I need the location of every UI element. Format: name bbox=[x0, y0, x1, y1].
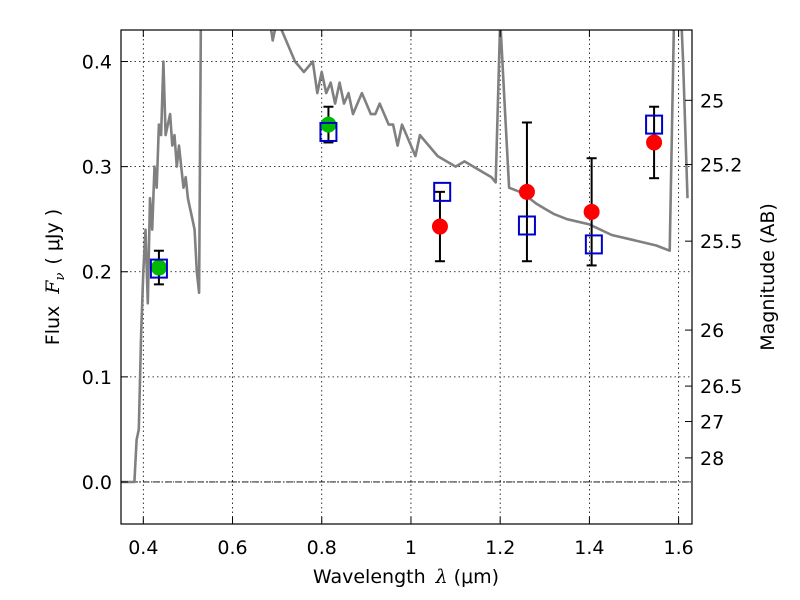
y-tick-label: 0.2 bbox=[82, 262, 112, 284]
data-point bbox=[646, 134, 663, 151]
data-point bbox=[583, 203, 600, 220]
y-tick-label: 0.1 bbox=[82, 367, 112, 389]
y2-tick-label: 25.5 bbox=[700, 231, 742, 253]
y2-tick-label: 26 bbox=[700, 320, 724, 342]
tick-layer: 0.4 0.6 0.8 1 1.2 1.4 1.6 0.0 0.1 0.2 0.3 0.4 25 25.2… bbox=[82, 30, 742, 559]
model-spectrum-line bbox=[121, 30, 689, 484]
data-point bbox=[150, 259, 167, 276]
y2-tick-label: 26.5 bbox=[700, 376, 742, 398]
y-tick-label: 0.4 bbox=[82, 52, 112, 74]
x-tick-label: 0.8 bbox=[307, 537, 337, 559]
y2-axis-label: Magnitude (AB) bbox=[757, 203, 779, 351]
data-point bbox=[320, 116, 337, 133]
x-tick-label: 1.4 bbox=[574, 537, 604, 559]
x-tick-label: 1 bbox=[405, 537, 417, 559]
model-point bbox=[584, 234, 603, 255]
data-layer bbox=[121, 30, 689, 484]
x-tick-label: 1.6 bbox=[664, 537, 694, 559]
plot-frame bbox=[120, 29, 693, 525]
model-point bbox=[149, 258, 168, 279]
model-point bbox=[319, 121, 338, 142]
model-point bbox=[645, 114, 664, 135]
y2-tick-label: 25.2 bbox=[700, 155, 742, 177]
y-tick-label: 0.3 bbox=[82, 157, 112, 179]
x-tick-label: 0.6 bbox=[217, 537, 247, 559]
model-point bbox=[433, 181, 452, 202]
data-point bbox=[518, 183, 535, 200]
x-axis-label: Wavelength λ (μm) bbox=[313, 566, 499, 588]
y2-tick-label: 27 bbox=[700, 412, 724, 434]
x-tick-label: 1.2 bbox=[485, 537, 515, 559]
x-tick-label: 0.4 bbox=[128, 537, 158, 559]
y2-tick-label: 28 bbox=[700, 448, 724, 470]
y2-tick-label: 25 bbox=[700, 90, 724, 112]
grid bbox=[121, 30, 692, 524]
data-point bbox=[431, 218, 448, 235]
y-tick-label: 0.0 bbox=[82, 472, 112, 494]
y-axis-label: FluxFν( μJy ) bbox=[42, 209, 68, 345]
model-point bbox=[517, 215, 536, 236]
